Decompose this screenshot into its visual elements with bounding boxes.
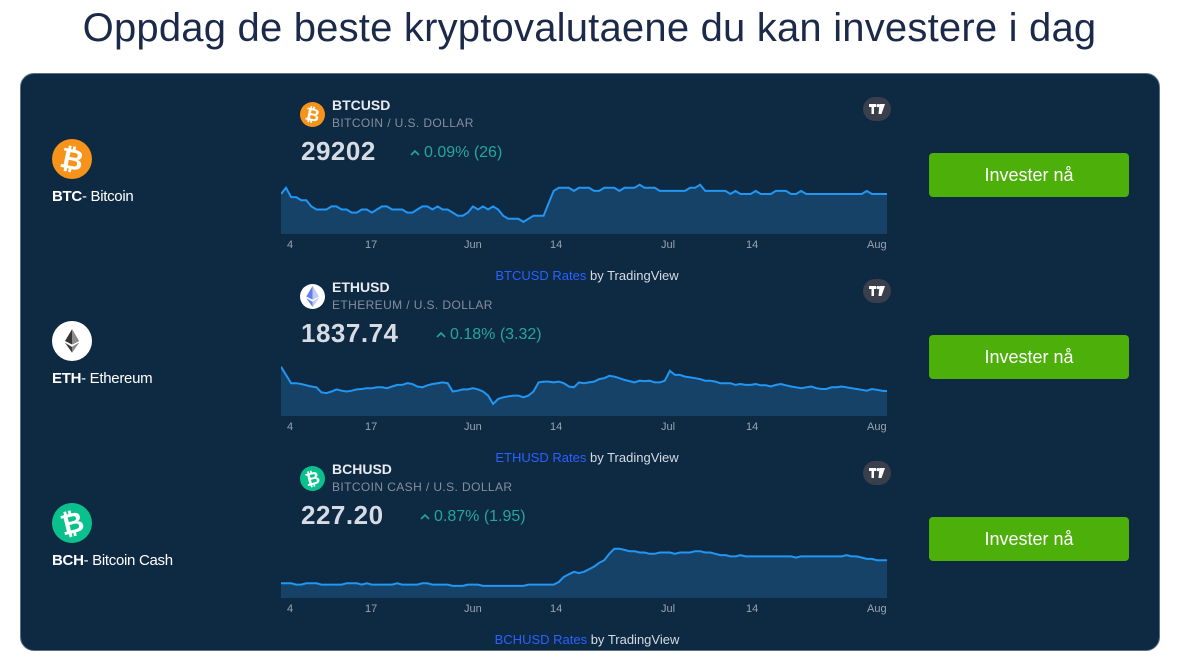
price-line: [281, 547, 887, 587]
widget-description: BITCOIN CASH / U.S. DOLLAR: [332, 480, 513, 494]
invest-button[interactable]: Invester nå: [929, 335, 1129, 379]
coin-ticker: BTC: [52, 188, 82, 205]
axis-tick: 4: [287, 421, 294, 433]
axis-tick: 14: [550, 603, 563, 615]
coin-label: BCH- Bitcoin Cash: [52, 552, 173, 569]
price-area: [281, 184, 887, 234]
price-area: [281, 548, 887, 598]
tradingview-widget[interactable]: ETHUSD ETHEREUM / U.S. DOLLAR 1837.74 0.18%…: [281, 274, 893, 465]
crypto-panel: ₿ BTC- Bitcoin ₿ BTCUSD BITCOIN / U.S. DOLLA…: [20, 73, 1160, 651]
tradingview-logo-icon[interactable]: [863, 97, 891, 121]
tradingview-logo-icon[interactable]: [863, 279, 891, 303]
widget-price: 1837.74: [301, 318, 399, 348]
widget-footer: BCHUSD Rates by TradingView: [281, 632, 893, 647]
axis-tick: Aug: [867, 239, 887, 251]
price-area: [281, 366, 887, 416]
axis-tick: 14: [550, 421, 563, 433]
invest-button[interactable]: Invester nå: [929, 153, 1129, 197]
rates-link[interactable]: BCHUSD Rates: [494, 632, 588, 647]
axis-tick: Jun: [464, 603, 482, 615]
widget-description: BITCOIN / U.S. DOLLAR: [332, 116, 474, 130]
axis-tick: Jun: [464, 239, 482, 251]
widget-symbol: BTCUSD: [332, 97, 391, 113]
arrow-up-icon: [410, 149, 420, 156]
coin-name: - Ethereum: [81, 370, 153, 387]
bitcoin-small-icon: ₿: [300, 102, 325, 127]
coin-row-bch: ₿ BCH- Bitcoin Cash ₿ BCHUSD BITCOIN CASH / …: [21, 438, 1159, 647]
axis-tick: Jun: [464, 421, 482, 433]
price-line: [281, 366, 887, 406]
arrow-up-icon: [420, 513, 430, 520]
coin-row-btc: ₿ BTC- Bitcoin ₿ BTCUSD BITCOIN / U.S. DOLLA…: [21, 74, 1159, 283]
axis-tick: 17: [365, 239, 378, 251]
coin-row-eth: ETH- Ethereum ETHUSD ETHEREUM / U.S. DOLLA…: [21, 256, 1159, 465]
svg-text:₿: ₿: [303, 468, 322, 491]
rates-link[interactable]: BTCUSD Rates: [495, 268, 587, 283]
coin-name: - Bitcoin: [81, 188, 134, 205]
page-headline: Oppdag de beste kryptovalutaene du kan i…: [82, 6, 1097, 50]
svg-text:₿: ₿: [303, 104, 321, 127]
bitcoin-cash-small-icon: ₿: [300, 466, 325, 491]
axis-tick: 17: [365, 421, 378, 433]
axis-tick: 4: [287, 603, 294, 615]
widget-change-value: 0.09% (26): [424, 144, 503, 161]
axis-tick: 14: [746, 603, 759, 615]
footer-attribution: by TradingView: [586, 268, 679, 283]
svg-text:₿: ₿: [57, 141, 86, 178]
ethereum-icon: [52, 321, 92, 361]
arrow-up-icon: [436, 331, 446, 338]
axis-tick: 4: [287, 239, 294, 251]
axis-tick: 14: [746, 421, 759, 433]
footer-attribution: by TradingView: [587, 632, 680, 647]
svg-text:₿: ₿: [57, 505, 87, 543]
axis-tick: Aug: [867, 603, 887, 615]
widget-change: 0.18% (3.32): [436, 326, 542, 344]
invest-button[interactable]: Invester nå: [929, 517, 1129, 561]
widget-description: ETHEREUM / U.S. DOLLAR: [332, 298, 493, 312]
footer-attribution: by TradingView: [586, 450, 679, 465]
ethereum-small-icon: [300, 284, 325, 309]
axis-tick: 17: [365, 603, 378, 615]
tradingview-widget[interactable]: ₿ BCHUSD BITCOIN CASH / U.S. DOLLAR 227.20 0…: [281, 456, 893, 647]
price-chart[interactable]: [281, 180, 887, 234]
rates-link[interactable]: ETHUSD Rates: [495, 450, 587, 465]
tradingview-widget[interactable]: ₿ BTCUSD BITCOIN / U.S. DOLLAR 29202 0.09% (…: [281, 92, 893, 283]
coin-label: BTC- Bitcoin: [52, 188, 134, 205]
bitcoin-cash-icon: ₿: [52, 503, 92, 543]
widget-footer: BTCUSD Rates by TradingView: [281, 268, 893, 283]
widget-footer: ETHUSD Rates by TradingView: [281, 450, 893, 465]
axis-tick: Aug: [867, 421, 887, 433]
axis-tick: Jul: [661, 239, 676, 251]
widget-change: 0.87% (1.95): [420, 508, 526, 526]
widget-change: 0.09% (26): [410, 144, 502, 162]
widget-symbol: BCHUSD: [332, 461, 392, 477]
axis-tick: 14: [746, 239, 759, 251]
tradingview-logo-icon[interactable]: [863, 461, 891, 485]
price-chart[interactable]: [281, 362, 887, 416]
bitcoin-icon: ₿: [52, 139, 92, 179]
widget-change-value: 0.87% (1.95): [434, 508, 526, 525]
widget-price: 29202: [301, 136, 376, 166]
coin-ticker: BCH: [52, 552, 84, 569]
price-line: [281, 183, 887, 224]
axis-tick: 14: [550, 239, 563, 251]
price-chart[interactable]: [281, 544, 887, 598]
coin-ticker: ETH: [52, 370, 82, 387]
widget-change-value: 0.18% (3.32): [450, 326, 542, 343]
coin-label: ETH- Ethereum: [52, 370, 153, 387]
coin-name: - Bitcoin Cash: [83, 552, 173, 569]
widget-symbol: ETHUSD: [332, 279, 390, 295]
widget-price: 227.20: [301, 500, 384, 530]
axis-tick: Jul: [661, 421, 676, 433]
axis-tick: Jul: [661, 603, 676, 615]
